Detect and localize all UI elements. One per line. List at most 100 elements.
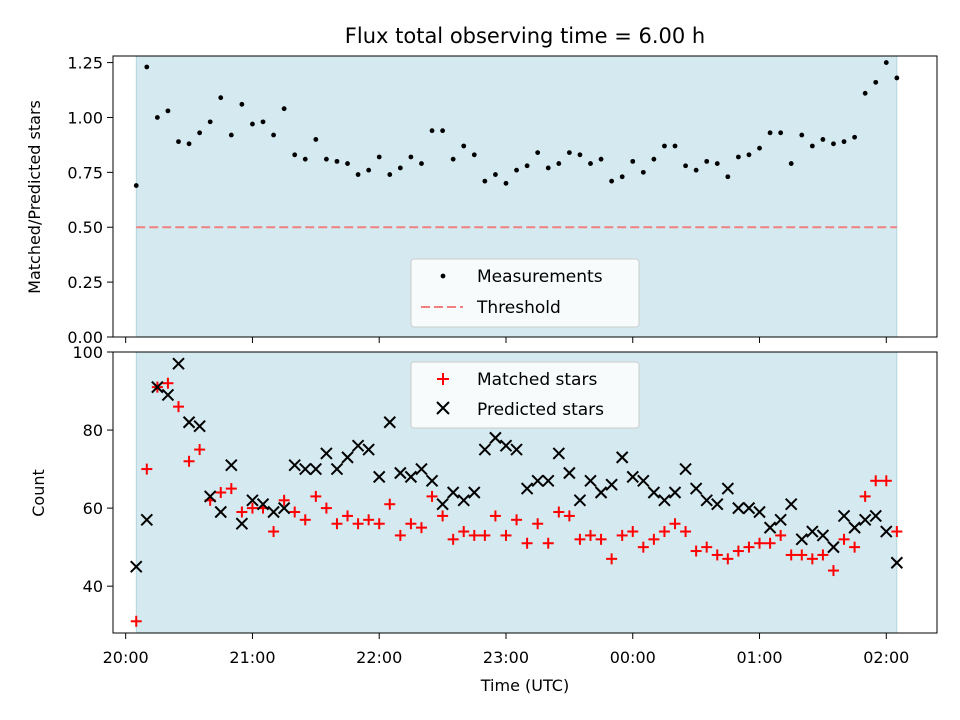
measurement-point xyxy=(387,172,393,177)
matched-star-point xyxy=(574,533,586,545)
predicted-star-point xyxy=(246,494,259,507)
count-legend-box xyxy=(410,361,640,429)
measurement-point xyxy=(651,156,657,162)
predicted-star-point xyxy=(563,466,576,480)
matched-star-point xyxy=(468,529,480,541)
predicted-star-point xyxy=(605,478,618,491)
ratio-y-tick-label: 1.00 xyxy=(67,108,103,127)
matched-star-point xyxy=(194,444,206,456)
measurement-point xyxy=(313,137,319,142)
measurement-point xyxy=(271,132,276,138)
matched-star-point xyxy=(542,537,554,549)
predicted-star-point xyxy=(700,494,713,507)
matched-star-point xyxy=(690,545,702,557)
measurement-point xyxy=(281,106,287,112)
count-x-tick-label: 21:00 xyxy=(229,648,275,667)
matched-star-point xyxy=(415,522,427,534)
matched-star-point xyxy=(648,533,660,545)
count-y-tick-label: 40 xyxy=(83,577,103,596)
matched-star-point xyxy=(521,537,533,549)
matched-star-point xyxy=(553,506,565,518)
count-x-ticks: 20:00 21:00 22:00 23:00 00:00 01:00 02:00 xyxy=(103,633,909,667)
ratio-legend: Measurements Threshold xyxy=(410,258,640,328)
measurement-point xyxy=(524,163,530,169)
measurement-point xyxy=(619,174,625,180)
matched-star-point xyxy=(141,463,153,475)
measurement-point xyxy=(852,134,857,140)
ratio-x-ticks xyxy=(125,337,887,343)
matched-star-point xyxy=(563,510,575,522)
measurement-point xyxy=(714,161,720,166)
measurement-point xyxy=(345,161,350,166)
predicted-star-point xyxy=(383,416,396,429)
matched-star-point xyxy=(447,533,459,545)
matched-star-point xyxy=(394,529,406,541)
measurement-point xyxy=(746,152,752,158)
matched-star-point xyxy=(162,377,174,389)
matched-star-point xyxy=(764,537,776,549)
predicted-star-point xyxy=(552,447,566,460)
measurement-point xyxy=(820,137,826,142)
predicted-star-point xyxy=(520,482,534,495)
measurement-point xyxy=(207,119,213,125)
predicted-star-point xyxy=(637,474,650,487)
predicted-star-point xyxy=(225,458,238,472)
predicted-star-point xyxy=(785,498,798,511)
predicted-star-point xyxy=(425,474,439,487)
measurement-point xyxy=(799,132,805,138)
predicted-star-point xyxy=(573,494,587,507)
matched-star-point xyxy=(437,510,449,522)
measurement-point xyxy=(778,130,784,136)
measurement-point xyxy=(588,161,593,166)
matched-star-point xyxy=(658,526,670,538)
count-x-tick-label: 22:00 xyxy=(356,648,402,667)
predicted-star-point xyxy=(203,490,217,503)
measurement-point xyxy=(302,156,308,162)
measurement-point xyxy=(545,165,551,171)
matched-stars-points xyxy=(130,377,903,627)
measurement-point xyxy=(397,165,403,171)
measurement-point xyxy=(461,143,467,149)
predicted-star-point xyxy=(330,462,344,476)
x-axis-label: Time (UTC) xyxy=(480,676,569,695)
matched-star-point xyxy=(785,549,797,561)
predicted-star-point xyxy=(742,501,756,515)
predicted-star-point xyxy=(827,540,840,554)
measurement-point xyxy=(239,101,245,107)
matched-star-point xyxy=(616,529,628,541)
count-y-tick-label: 80 xyxy=(83,421,103,440)
matched-star-point xyxy=(817,549,829,561)
predicted-star-point xyxy=(542,474,555,487)
matched-star-point xyxy=(732,545,744,557)
matched-star-point xyxy=(806,553,818,565)
predicted-star-point xyxy=(256,498,270,511)
predicted-star-point xyxy=(531,474,544,487)
measurement-point xyxy=(334,158,340,164)
measurement-point xyxy=(260,119,266,125)
predicted-star-point xyxy=(468,486,481,499)
count-y-tick-label: 60 xyxy=(83,499,103,518)
count-x-tick-label: 23:00 xyxy=(483,648,529,667)
ratio-y-ticks: 0.00 0.25 0.50 0.75 1.00 1.25 xyxy=(67,54,113,347)
predicted-star-point xyxy=(848,521,861,534)
matched-star-point xyxy=(299,514,311,526)
predicted-star-point xyxy=(711,498,724,511)
count-x-tick-label: 02:00 xyxy=(863,648,909,667)
matched-star-point xyxy=(172,401,184,413)
measurement-point xyxy=(165,108,171,114)
predicted-star-point xyxy=(309,462,323,476)
matched-star-point xyxy=(606,553,618,565)
measurement-point xyxy=(228,132,234,138)
predicted-star-point xyxy=(193,419,206,433)
matched-star-point xyxy=(236,506,248,518)
ratio-axes-frame xyxy=(112,55,938,338)
matched-star-point xyxy=(722,553,734,565)
measurement-point xyxy=(440,128,445,134)
matched-star-point xyxy=(489,510,501,522)
predicted-star-point xyxy=(457,494,470,507)
predicted-star-point xyxy=(626,470,639,484)
predicted-star-point xyxy=(858,513,872,527)
legend-predicted-marker xyxy=(436,401,450,415)
matched-star-point xyxy=(743,541,755,553)
